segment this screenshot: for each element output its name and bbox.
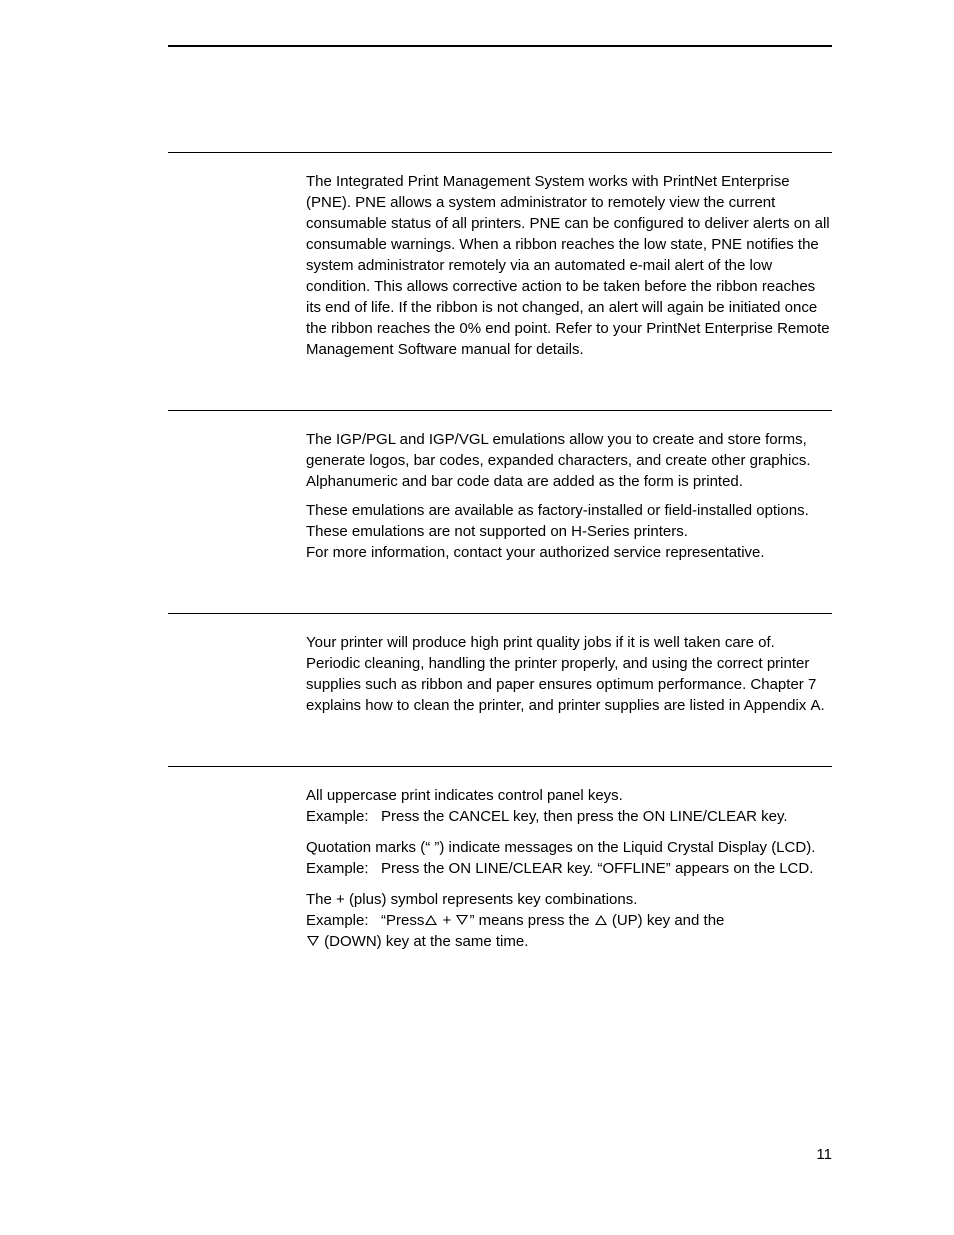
triangle-up-icon: [595, 915, 607, 925]
example-text-fragment: “Press: [381, 912, 424, 929]
paragraph: The Integrated Print Management System w…: [306, 171, 832, 360]
section-conventions: All uppercase print indicates control pa…: [168, 766, 832, 952]
document-page: The Integrated Print Management System w…: [0, 0, 954, 1235]
page-number: 11: [816, 1146, 832, 1163]
example-label: Example:: [306, 858, 381, 879]
convention-block: Quotation marks (“ ”) indicate messages …: [306, 837, 832, 879]
text-line: For more information, contact your autho…: [306, 544, 765, 561]
example-line: Example: Press the CANCEL key, then pres…: [306, 806, 832, 827]
example-line: Example:“Press + ” means press the (UP) …: [306, 910, 832, 952]
section-content: The IGP/PGL and IGP/VGL emulations allow…: [306, 429, 832, 563]
example-text-fragment: (DOWN) key at the same time.: [320, 933, 528, 950]
triangle-down-icon: [307, 936, 319, 946]
section-rule: [168, 410, 832, 411]
section-content: The Integrated Print Management System w…: [306, 171, 832, 360]
section-content: Your printer will produce high print qua…: [306, 632, 832, 716]
triangle-up-icon: [425, 915, 437, 925]
section-printnet: The Integrated Print Management System w…: [168, 152, 832, 360]
section-rule: [168, 766, 832, 767]
text-line: These emulations are not supported on H-…: [306, 523, 688, 540]
top-rule: [168, 45, 832, 47]
paragraph: These emulations are available as factor…: [306, 500, 832, 563]
section-emulations: The IGP/PGL and IGP/VGL emulations allow…: [168, 410, 832, 563]
paragraph: Your printer will produce high print qua…: [306, 632, 832, 716]
triangle-down-icon: [456, 915, 468, 925]
convention-description: Quotation marks (“ ”) indicate messages …: [306, 837, 832, 858]
example-text-fragment: (UP) key and the: [608, 912, 725, 929]
convention-block: All uppercase print indicates control pa…: [306, 785, 832, 827]
example-text: Press the CANCEL key, then press the ON …: [381, 806, 788, 827]
convention-description: The + (plus) symbol represents key combi…: [306, 889, 832, 910]
example-label: Example:: [306, 910, 381, 931]
example-text: Press the ON LINE/CLEAR key. “OFFLINE” a…: [381, 858, 813, 879]
example-label: Example:: [306, 806, 381, 827]
example-line: Example: Press the ON LINE/CLEAR key. “O…: [306, 858, 832, 879]
convention-block: The + (plus) symbol represents key combi…: [306, 889, 832, 952]
text-line: These emulations are available as factor…: [306, 502, 809, 519]
section-rule: [168, 152, 832, 153]
section-content: All uppercase print indicates control pa…: [306, 785, 832, 952]
paragraph: The IGP/PGL and IGP/VGL emulations allow…: [306, 429, 832, 492]
example-text-fragment: +: [438, 912, 455, 929]
example-text-fragment: ” means press the: [469, 912, 593, 929]
convention-description: All uppercase print indicates control pa…: [306, 785, 832, 806]
section-maintenance: Your printer will produce high print qua…: [168, 613, 832, 716]
section-rule: [168, 613, 832, 614]
